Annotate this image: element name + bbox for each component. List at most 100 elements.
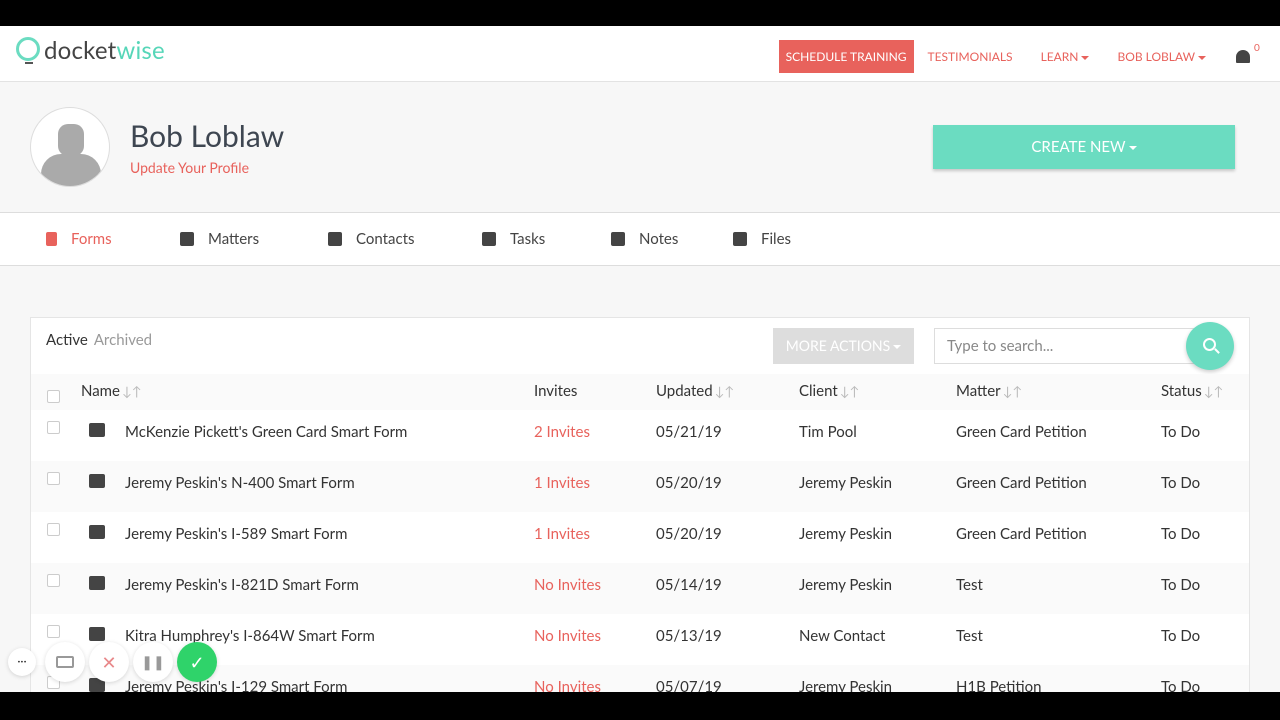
tab-label: Files [761,230,792,248]
profile-header: Bob Loblaw Update Your Profile CREATE NE… [0,82,1280,213]
client-name: Tim Pool [799,423,857,441]
video-add-icon [56,656,74,668]
filter-active[interactable]: Active [46,331,88,349]
column-header-client[interactable]: Client ↓↑ [799,382,859,400]
invites-link[interactable]: 1 Invites [534,525,590,543]
client-name: Jeremy Peskin [799,678,893,692]
column-label: Name [81,382,120,400]
user-icon [328,232,342,246]
matter-name: Green Card Petition [956,474,1087,492]
tab-files[interactable]: Files [733,230,791,248]
section-tabs: Forms Matters Contacts Tasks Notes Files [0,213,1280,266]
page: docket wise SCHEDULE TRAINING TESTIMONIAL… [0,26,1280,692]
form-name-link[interactable]: Kitra Humphrey's I-864W Smart Form [125,627,375,645]
more-actions-button[interactable]: MORE ACTIONS [773,328,914,364]
cancel-button[interactable]: ✕ [89,642,129,682]
invites-link[interactable]: No Invites [534,576,601,594]
print-icon[interactable] [89,525,105,539]
tab-matters[interactable]: Matters [180,230,259,248]
note-icon [611,232,625,246]
table-row[interactable]: Jeremy Peskin's I-129 Smart Form No Invit… [31,665,1249,692]
sort-icon: ↓↑ [1002,383,1023,399]
learn-menu[interactable]: LEARN [1041,49,1090,64]
sort-icon: ↓↑ [121,383,142,399]
search-button[interactable] [1186,322,1234,370]
sort-icon: ↓↑ [714,383,735,399]
row-checkbox[interactable] [47,472,60,485]
column-header-invites[interactable]: Invites [534,382,577,400]
status: To Do [1161,474,1201,492]
client-name: New Contact [799,627,886,645]
pause-button[interactable]: ❚❚ [133,642,173,682]
table-row[interactable]: Jeremy Peskin's I-589 Smart Form 1 Invite… [31,512,1249,563]
tab-notes[interactable]: Notes [611,230,678,248]
done-button[interactable]: ✓ [177,642,217,682]
row-checkbox[interactable] [47,574,60,587]
column-label: Client [799,382,838,400]
add-video-button[interactable] [45,642,85,682]
column-header-matter[interactable]: Matter ↓↑ [956,382,1022,400]
print-icon[interactable] [89,423,105,437]
form-name-link[interactable]: Jeremy Peskin's I-589 Smart Form [125,525,348,543]
tab-tasks[interactable]: Tasks [482,230,545,248]
form-name-link[interactable]: Jeremy Peskin's I-821D Smart Form [125,576,359,594]
form-name-link[interactable]: Jeremy Peskin's N-400 Smart Form [125,474,355,492]
row-checkbox[interactable] [47,421,60,434]
tab-label: Tasks [510,230,546,248]
select-all-checkbox[interactable] [47,390,60,403]
tab-contacts[interactable]: Contacts [328,230,415,248]
column-header-name[interactable]: Name ↓↑ [81,382,141,400]
column-label: Matter [956,382,1001,400]
create-new-button[interactable]: CREATE NEW [933,125,1235,169]
updated-date: 05/20/19 [656,474,722,492]
invites-link[interactable]: 2 Invites [534,423,590,441]
schedule-training-button[interactable]: SCHEDULE TRAINING [778,40,914,73]
table-row[interactable]: Kitra Humphrey's I-864W Smart Form No Inv… [31,614,1249,665]
tab-forms[interactable]: Forms [46,230,112,248]
print-icon[interactable] [89,627,105,641]
tab-label: Notes [639,230,679,248]
row-checkbox[interactable] [47,523,60,536]
bell-icon[interactable]: 0 [1234,42,1260,66]
globe-icon [16,37,40,64]
tab-label: Contacts [356,230,415,248]
invites-link[interactable]: No Invites [534,627,601,645]
updated-date: 05/20/19 [656,525,722,543]
file-icon [46,232,57,246]
invites-link[interactable]: 1 Invites [534,474,590,492]
matter-name: Test [956,627,983,645]
testimonials-link[interactable]: TESTIMONIALS [927,49,1013,64]
caret-down-icon [1128,146,1137,151]
print-icon[interactable] [89,678,105,692]
print-icon[interactable] [89,576,105,590]
table-row[interactable]: McKenzie Pickett's Green Card Smart Form… [31,410,1249,461]
more-options-button[interactable]: ··· [8,648,36,676]
form-name-link[interactable]: Jeremy Peskin's I-129 Smart Form [125,678,348,692]
sort-icon: ↓↑ [839,383,860,399]
column-header-updated[interactable]: Updated ↓↑ [656,382,734,400]
update-profile-link[interactable]: Update Your Profile [130,159,249,176]
table-row[interactable]: Jeremy Peskin's N-400 Smart Form 1 Invite… [31,461,1249,512]
logo[interactable]: docket wise [16,36,165,65]
table-header: Name ↓↑ Invites Updated ↓↑ Client ↓↑ Matter ↓↑ St… [31,374,1249,410]
updated-date: 05/13/19 [656,627,722,645]
matter-name: H1B Petition [956,678,1042,692]
search-input[interactable] [934,328,1204,364]
invites-link[interactable]: No Invites [534,678,601,692]
user-label: BOB LOBLAW [1117,49,1195,64]
form-name-link[interactable]: McKenzie Pickett's Green Card Smart Form [125,423,408,441]
user-menu[interactable]: BOB LOBLAW [1117,49,1206,64]
row-checkbox[interactable] [47,625,60,638]
table-row[interactable]: Jeremy Peskin's I-821D Smart Form No Invi… [31,563,1249,614]
filter-archived[interactable]: Archived [93,331,153,349]
column-label: Status [1161,382,1202,400]
navbar: docket wise SCHEDULE TRAINING TESTIMONIAL… [0,26,1280,82]
client-name: Jeremy Peskin [799,525,893,543]
print-icon[interactable] [89,474,105,488]
column-header-status[interactable]: Status ↓↑ [1161,382,1223,400]
avatar [30,107,110,187]
updated-date: 05/07/19 [656,678,722,692]
status: To Do [1161,576,1201,594]
paperclip-icon [733,232,747,246]
learn-label: LEARN [1040,49,1079,64]
